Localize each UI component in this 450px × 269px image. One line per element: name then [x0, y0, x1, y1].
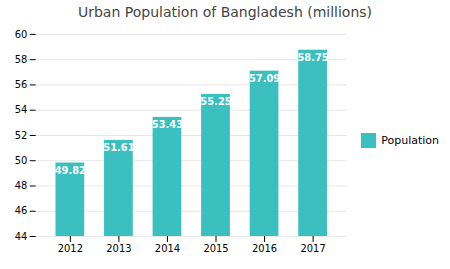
- svg-text:57.09: 57.09: [249, 73, 280, 84]
- svg-text:53.43: 53.43: [152, 119, 183, 130]
- svg-text:44: 44: [15, 231, 28, 242]
- svg-text:2016: 2016: [252, 243, 277, 254]
- svg-text:52: 52: [15, 130, 28, 141]
- svg-text:49.82: 49.82: [55, 165, 86, 176]
- svg-text:2014: 2014: [155, 243, 180, 254]
- svg-text:51.61: 51.61: [103, 142, 134, 153]
- svg-text:56: 56: [15, 79, 28, 90]
- svg-text:46: 46: [15, 205, 28, 216]
- svg-text:50: 50: [15, 155, 28, 166]
- svg-text:2017: 2017: [301, 243, 326, 254]
- svg-text:58: 58: [15, 54, 28, 65]
- svg-text:2013: 2013: [106, 243, 131, 254]
- svg-text:55.25: 55.25: [200, 96, 231, 107]
- svg-text:60: 60: [15, 29, 28, 40]
- html-text:Population: Population: [381, 133, 439, 147]
- svg-text:2012: 2012: [58, 243, 83, 254]
- svg-text:58.75: 58.75: [297, 52, 328, 63]
- svg-text:2015: 2015: [203, 243, 228, 254]
- svg-text:54: 54: [15, 104, 28, 115]
- html-text:Urban Population of Bangladesh: Urban Population of Bangladesh (millions…: [77, 4, 373, 20]
- svg-text:48: 48: [15, 180, 28, 191]
